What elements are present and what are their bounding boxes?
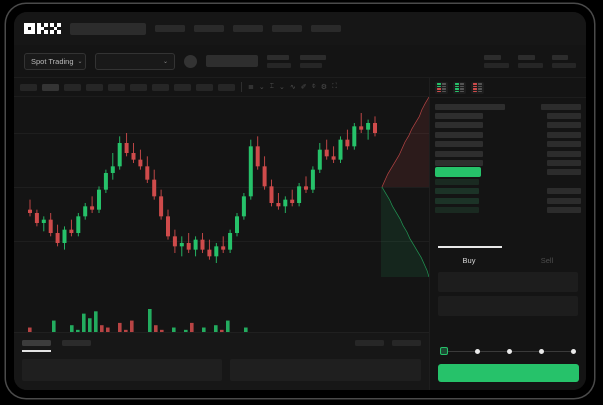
- timeframe-7[interactable]: [174, 83, 191, 91]
- submit-buy-button[interactable]: [438, 364, 579, 382]
- orderbook-header: [430, 78, 586, 98]
- stat-volume-24h: [552, 54, 576, 68]
- settings-icon[interactable]: ⚙: [320, 84, 328, 91]
- candlestick-chart[interactable]: [14, 97, 429, 277]
- orders-tabs: [14, 333, 429, 352]
- slider-handle[interactable]: [440, 347, 448, 355]
- trendline-icon[interactable]: ∿: [289, 84, 296, 91]
- slider-stop-100[interactable]: [571, 348, 576, 354]
- buy-tab-underline: [438, 246, 502, 248]
- app-screen: Spot Trading ⌄ ⌄ ≣ ⌄ ⌶ ⌄ ∿ ✐ ⌽ ⚙ ⛶: [14, 12, 586, 390]
- logo-glyph-o: [24, 23, 35, 34]
- orders-action-1[interactable]: [392, 339, 421, 346]
- chevron-down-icon[interactable]: ⌄: [258, 84, 265, 91]
- candles-svg: [28, 113, 377, 263]
- orderbook-bid-row[interactable]: [435, 177, 581, 186]
- timeframe-0[interactable]: [20, 83, 37, 91]
- order-form: [430, 272, 586, 320]
- orders-panel: [14, 332, 429, 390]
- chevron-down-icon-pair: ⌄: [162, 58, 168, 65]
- orderbook-mode-asks-icon[interactable]: [471, 81, 484, 94]
- orderbook-ask-row[interactable]: [435, 140, 581, 149]
- chevron-down-icon: ⌄: [77, 58, 83, 65]
- timeframe-9[interactable]: [218, 83, 235, 91]
- orderbook-bid-row[interactable]: [435, 196, 581, 205]
- stat-change-24h: [300, 54, 326, 68]
- slider-stop-75[interactable]: [539, 348, 544, 354]
- candle-type-icon[interactable]: ⌶: [269, 83, 274, 90]
- slider-stop-25[interactable]: [475, 348, 480, 354]
- pair-selector[interactable]: ⌄: [95, 52, 175, 70]
- logo-glyph-k: [37, 23, 48, 34]
- nav-item-4[interactable]: [311, 25, 341, 32]
- ticker-bar: Spot Trading ⌄ ⌄: [14, 45, 586, 78]
- stat-low-24h: [518, 54, 543, 68]
- stat-high-24h: [484, 54, 509, 68]
- orderbook-bid-row[interactable]: [435, 187, 581, 196]
- timeframe-2[interactable]: [64, 83, 81, 91]
- orderbook-rows[interactable]: [430, 98, 586, 215]
- slider-stop-50[interactable]: [507, 348, 512, 354]
- toolbar-divider: [241, 82, 242, 92]
- amount-input[interactable]: [438, 296, 578, 316]
- orderbook-ask-row[interactable]: [435, 158, 581, 167]
- orderbook-mode-bids-icon[interactable]: [453, 81, 466, 94]
- app-header: [14, 12, 586, 45]
- fullscreen-icon[interactable]: ⛶: [332, 83, 337, 90]
- pair-name-label: [206, 55, 258, 67]
- amount-percent-slider[interactable]: [440, 346, 577, 356]
- device-frame: Spot Trading ⌄ ⌄ ≣ ⌄ ⌶ ⌄ ∿ ✐ ⌽ ⚙ ⛶: [6, 4, 594, 398]
- chevron-down-icon-2[interactable]: ⌄: [278, 84, 285, 91]
- depth-chart: [381, 97, 429, 277]
- timeframe-3[interactable]: [86, 83, 103, 91]
- orderbook-ask-row[interactable]: [435, 102, 581, 111]
- magnet-icon[interactable]: ✐: [300, 84, 307, 91]
- nav-item-3[interactable]: [272, 25, 302, 32]
- orderbook-ask-row[interactable]: [435, 121, 581, 130]
- orders-body: [14, 352, 429, 381]
- stat-last-price: [267, 54, 291, 68]
- orderbook-ask-row[interactable]: [435, 149, 581, 158]
- orderbook-last-price-row: [435, 167, 581, 178]
- market-type-selector[interactable]: Spot Trading ⌄: [24, 52, 86, 70]
- timeframe-1[interactable]: [42, 83, 59, 91]
- orders-content-left: [22, 359, 222, 381]
- trade-tabs: Buy Sell: [430, 246, 586, 270]
- market-type-label: Spot Trading: [31, 56, 74, 66]
- orders-content-right: [230, 359, 421, 381]
- orderbook-bid-row[interactable]: [435, 205, 581, 214]
- timeframe-4[interactable]: [108, 83, 125, 91]
- timeframe-5[interactable]: [130, 83, 147, 91]
- okx-logo[interactable]: [24, 23, 61, 34]
- chart-toolbar: ≣ ⌄ ⌶ ⌄ ∿ ✐ ⌽ ⚙ ⛶: [14, 78, 429, 97]
- coin-icon: [184, 54, 197, 68]
- orderbook-panel: Buy Sell: [429, 78, 586, 390]
- nav-item-1[interactable]: [194, 25, 224, 32]
- tab-sell[interactable]: Sell: [540, 256, 554, 265]
- tab-order-history[interactable]: [62, 339, 91, 346]
- nav-item-0[interactable]: [155, 25, 185, 32]
- orderbook-ask-row[interactable]: [435, 130, 581, 139]
- camera-icon[interactable]: ⌽: [311, 83, 316, 90]
- tab-open-orders[interactable]: [22, 339, 51, 352]
- timeframe-8[interactable]: [196, 83, 213, 91]
- timeframe-6[interactable]: [152, 83, 169, 91]
- nav-item-2[interactable]: [233, 25, 263, 32]
- indicator-icon[interactable]: ≣: [248, 84, 254, 91]
- search-input[interactable]: [70, 22, 146, 35]
- logo-glyph-x: [50, 23, 61, 34]
- price-input[interactable]: [438, 272, 578, 292]
- orders-action-0[interactable]: [355, 339, 384, 346]
- orderbook-mode-both-icon[interactable]: [435, 81, 448, 94]
- tab-buy[interactable]: Buy: [462, 256, 476, 265]
- orderbook-ask-row[interactable]: [435, 111, 581, 120]
